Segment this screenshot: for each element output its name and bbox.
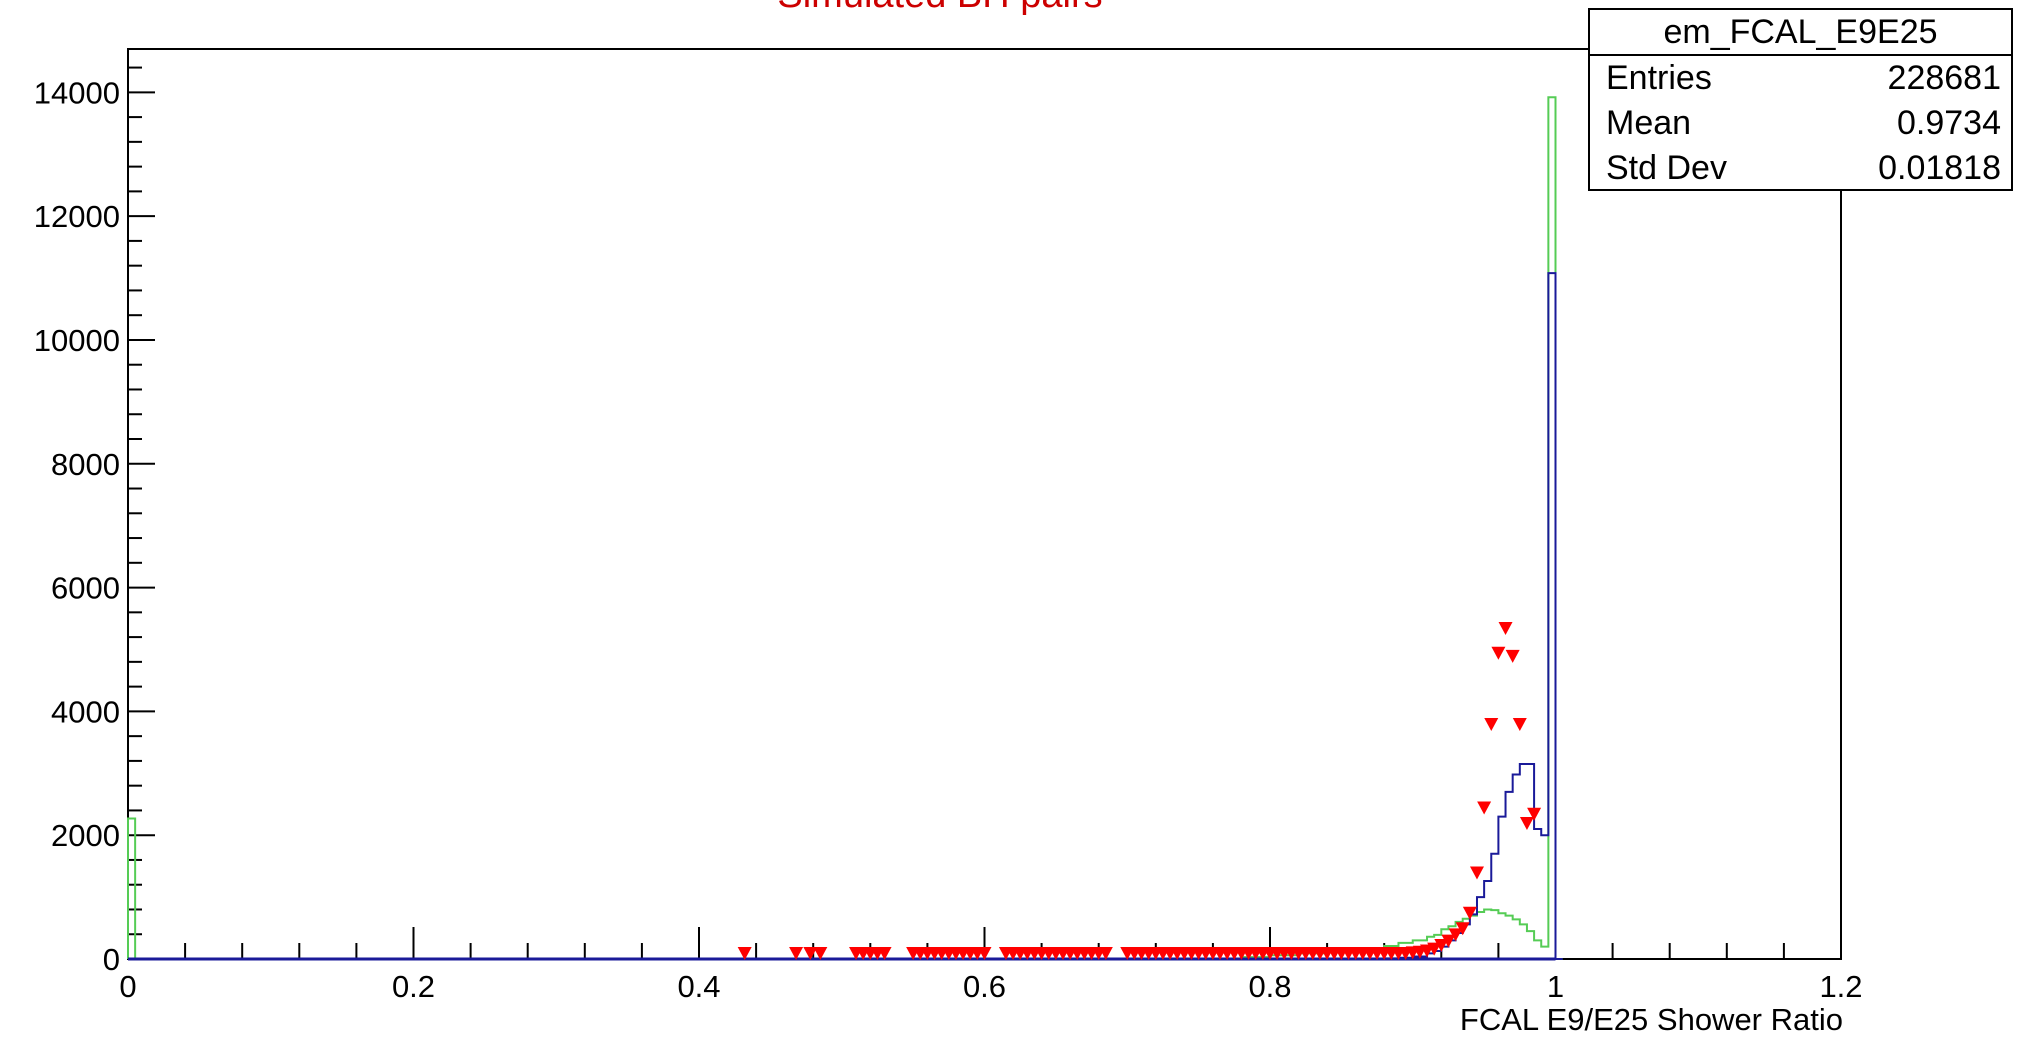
x-tick-label: 1 xyxy=(1547,969,1564,1004)
x-tick-label: 0.6 xyxy=(963,969,1006,1004)
data-marker xyxy=(977,947,992,960)
data-marker xyxy=(1427,942,1442,956)
x-tick-label: 0 xyxy=(119,969,136,1004)
data-marker xyxy=(1455,922,1470,936)
y-tick-label: 12000 xyxy=(34,199,120,234)
data-marker xyxy=(1434,938,1449,952)
stats-row-stddev: Std Dev 0.01818 xyxy=(1590,146,2011,191)
data-marker xyxy=(1519,817,1534,830)
histogram-line xyxy=(127,96,1563,960)
x-tick-label: 0.2 xyxy=(392,969,435,1004)
stats-row-entries: Entries 228681 xyxy=(1590,56,2011,101)
data-series xyxy=(127,96,1563,961)
stats-value: 228681 xyxy=(1887,59,2001,97)
stats-value: 0.01818 xyxy=(1878,149,2001,187)
series-0 xyxy=(127,96,1563,961)
data-marker xyxy=(737,947,752,960)
histogram-line xyxy=(1383,272,1563,960)
x-tick-label: 0.4 xyxy=(677,969,720,1004)
chart-title: Simulated BH pairs xyxy=(560,0,1320,17)
y-tick-label: 6000 xyxy=(51,571,120,606)
stats-box: em_FCAL_E9E25 Entries 228681 Mean 0.9734… xyxy=(1588,8,2013,191)
stats-label: Entries xyxy=(1606,59,1712,97)
data-marker xyxy=(1477,801,1492,815)
data-marker xyxy=(1448,928,1463,942)
data-marker xyxy=(1498,622,1513,635)
data-marker xyxy=(877,947,892,960)
y-tick-label: 4000 xyxy=(51,694,120,729)
data-marker xyxy=(803,947,818,960)
y-tick-label: 10000 xyxy=(34,323,120,358)
plot-frame xyxy=(127,48,1842,960)
data-marker xyxy=(1441,934,1456,948)
data-marker xyxy=(1469,866,1484,880)
data-marker xyxy=(813,947,828,960)
x-tick-label: 0.8 xyxy=(1248,969,1291,1004)
series-2 xyxy=(737,622,1542,960)
data-marker xyxy=(1512,717,1527,731)
stats-label: Mean xyxy=(1606,104,1692,142)
data-marker xyxy=(1462,906,1477,920)
y-tick-label: 14000 xyxy=(34,75,120,110)
y-tick-label: 0 xyxy=(103,942,120,977)
y-tick-label: 8000 xyxy=(51,447,120,482)
data-marker xyxy=(1098,947,1113,960)
data-marker xyxy=(1505,649,1520,663)
stats-row-mean: Mean 0.9734 xyxy=(1590,101,2011,146)
series-1 xyxy=(128,272,1563,961)
y-tick-label: 2000 xyxy=(51,818,120,853)
stats-value: 0.9734 xyxy=(1897,104,2001,142)
x-tick-label: 1.2 xyxy=(1819,969,1862,1004)
stats-box-title: em_FCAL_E9E25 xyxy=(1590,10,2011,56)
x-axis-title: FCAL E9/E25 Shower Ratio xyxy=(1459,1002,1843,1037)
stats-label: Std Dev xyxy=(1606,149,1727,187)
data-marker xyxy=(789,947,804,960)
data-marker xyxy=(1527,807,1542,821)
data-marker xyxy=(1484,717,1499,731)
data-marker xyxy=(1491,646,1506,660)
axes: 0 0.2 0.4 0.6 0.8 1 1.2 0 2000 4000 6000 8000 10000 1… xyxy=(34,48,1863,1004)
